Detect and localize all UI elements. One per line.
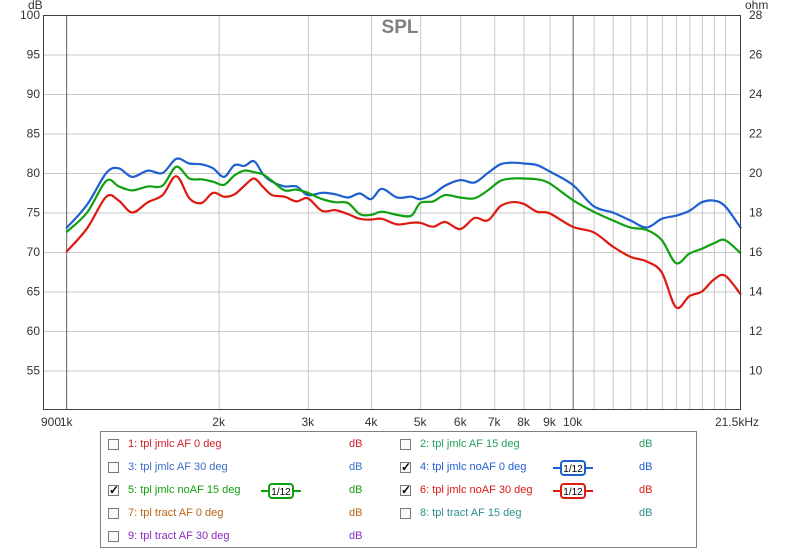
legend-item-8[interactable]: 8: tpl tract AF 15 deg dB [393, 504, 683, 524]
x-tick-label: 2k [212, 415, 226, 429]
x-tick-label: 5k [414, 415, 428, 429]
smoothing-indicator[interactable]: 1/12 [553, 460, 593, 476]
legend-unit: dB [349, 484, 363, 496]
x-tick-label: 9k [543, 415, 557, 429]
smoothing-indicator[interactable]: 1/12 [261, 483, 301, 499]
x-tick-label: 21.5kHz [715, 415, 759, 429]
legend-label: 1: tpl jmlc AF 0 deg [128, 438, 222, 450]
x-tick-label: 4k [365, 415, 379, 429]
x-tick-label: 1k [60, 415, 74, 429]
legend-checkbox[interactable] [108, 439, 119, 450]
y-tick-label-left: 60 [27, 324, 41, 338]
y-tick-label-left: 85 [27, 127, 41, 141]
x-tick-label: 10k [563, 415, 583, 429]
legend-label: 2: tpl jmlc AF 15 deg [420, 438, 520, 450]
x-tick-label: 7k [488, 415, 502, 429]
legend-item-4[interactable]: ✓ 4: tpl jmlc noAF 0 deg 1/12 dB [393, 458, 683, 478]
legend-checkbox[interactable] [400, 439, 411, 450]
y-tick-label-right: 16 [749, 245, 763, 259]
spl-chart: SPL dB ohm 100 95 90 85 80 75 70 65 60 55 28 26 24 22… [20, 0, 768, 429]
y-tick-label-right: 22 [749, 127, 763, 141]
plot-border [43, 15, 741, 410]
legend-unit: dB [639, 484, 653, 496]
legend-checkbox[interactable] [108, 462, 119, 473]
y-tick-label-left: 100 [20, 8, 40, 22]
legend-panel: 1: tpl jmlc AF 0 deg dB 2: tpl jmlc AF 15 … [100, 431, 697, 548]
smoothing-label: 1/12 [563, 464, 583, 475]
legend-checkbox[interactable]: ✓ [400, 483, 412, 497]
legend-label: 6: tpl jmlc noAF 30 deg [420, 484, 533, 496]
legend-label: 9: tpl tract AF 30 deg [128, 530, 230, 542]
legend-item-3[interactable]: 3: tpl jmlc AF 30 deg dB [101, 458, 391, 478]
chart-title: SPL [382, 17, 419, 38]
legend-unit: dB [349, 461, 363, 473]
legend-unit: dB [349, 530, 363, 542]
y-tick-label-right: 12 [749, 324, 763, 338]
y-tick-label-left: 75 [27, 206, 41, 220]
legend-unit: dB [349, 438, 363, 450]
legend-unit: dB [639, 507, 653, 519]
legend-label: 4: tpl jmlc noAF 0 deg [420, 461, 527, 473]
series-line-6 [65, 175, 742, 310]
y-tick-label-right: 18 [749, 206, 763, 220]
y-tick-label-right: 14 [749, 285, 763, 299]
legend-unit: dB [349, 507, 363, 519]
smoothing-indicator[interactable]: 1/12 [553, 483, 593, 499]
y-tick-label-right: 10 [749, 364, 763, 378]
legend-item-6[interactable]: ✓ 6: tpl jmlc noAF 30 deg 1/12 dB [393, 481, 683, 501]
legend-item-1[interactable]: 1: tpl jmlc AF 0 deg dB [101, 435, 391, 455]
legend-checkbox[interactable]: ✓ [400, 460, 412, 474]
legend-checkbox[interactable] [108, 508, 119, 519]
y-tick-label-right: 26 [749, 48, 763, 62]
right-axis-unit: ohm [745, 0, 768, 12]
legend-checkbox[interactable] [400, 508, 411, 519]
y-tick-label-left: 80 [27, 166, 41, 180]
series-line-5 [65, 165, 742, 265]
x-tick-label: 6k [454, 415, 468, 429]
y-tick-label-left: 65 [27, 285, 41, 299]
y-tick-label-right: 28 [749, 8, 763, 22]
legend-item-7[interactable]: 7: tpl tract AF 0 deg dB [101, 504, 391, 524]
legend-checkbox[interactable]: ✓ [108, 483, 120, 497]
left-axis-unit: dB [28, 0, 43, 12]
series-line-4 [65, 157, 742, 230]
x-tick-label: 900 [41, 415, 61, 429]
legend-item-2[interactable]: 2: tpl jmlc AF 15 deg dB [393, 435, 683, 455]
y-tick-label-right: 24 [749, 87, 763, 101]
legend-item-5[interactable]: ✓ 5: tpl jmlc noAF 15 deg 1/12 dB [101, 481, 391, 501]
y-tick-label-right: 20 [749, 166, 763, 180]
legend-unit: dB [639, 438, 653, 450]
smoothing-label: 1/12 [563, 487, 583, 498]
x-tick-label: 8k [517, 415, 531, 429]
x-tick-label: 3k [301, 415, 315, 429]
legend-unit: dB [639, 461, 653, 473]
legend-label: 8: tpl tract AF 15 deg [420, 507, 522, 519]
legend-checkbox[interactable] [108, 531, 119, 542]
legend-item-9[interactable]: 9: tpl tract AF 30 deg dB [101, 527, 391, 547]
y-tick-label-left: 70 [27, 245, 41, 259]
legend-label: 7: tpl tract AF 0 deg [128, 507, 224, 519]
smoothing-label: 1/12 [271, 487, 291, 498]
legend-label: 5: tpl jmlc noAF 15 deg [128, 484, 241, 496]
y-tick-label-left: 55 [27, 364, 41, 378]
y-tick-label-left: 95 [27, 48, 41, 62]
legend-label: 3: tpl jmlc AF 30 deg [128, 461, 228, 473]
y-tick-label-left: 90 [27, 87, 41, 101]
